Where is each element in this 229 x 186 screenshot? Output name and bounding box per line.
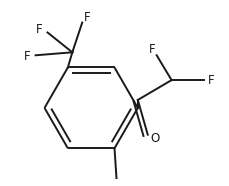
Text: O: O	[150, 132, 159, 145]
Text: F: F	[208, 74, 215, 87]
Text: F: F	[24, 50, 31, 63]
Text: F: F	[84, 11, 90, 24]
Text: F: F	[36, 23, 43, 36]
Text: F: F	[148, 43, 155, 56]
